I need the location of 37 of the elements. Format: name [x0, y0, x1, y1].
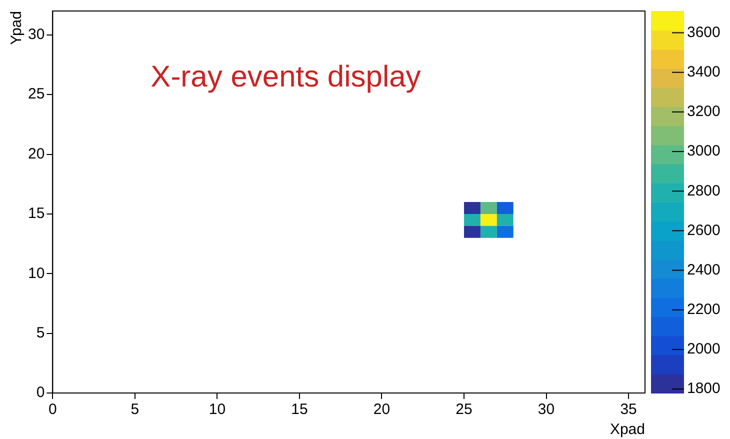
- point: [464, 226, 480, 238]
- point: [480, 202, 497, 214]
- color-bar-label: 3400: [687, 64, 720, 80]
- color-bar-label: 2400: [687, 261, 720, 278]
- y-axis-title: Ypad: [8, 11, 26, 45]
- x-axis-title: Xpad: [610, 421, 645, 438]
- color-bar-label: 2600: [687, 222, 720, 239]
- x-tick-label: 15: [291, 401, 308, 418]
- color-bar-label: 2200: [687, 301, 720, 318]
- color-bar-label: 3200: [687, 103, 720, 120]
- y-tick-label: 25: [28, 86, 45, 103]
- point: [480, 214, 497, 226]
- x-tick-label: 35: [620, 401, 637, 418]
- point: [496, 214, 514, 226]
- x-tick-label: 5: [130, 401, 140, 418]
- point: [480, 226, 497, 238]
- y-tick-label: 10: [28, 264, 45, 282]
- point: [496, 226, 514, 238]
- color-bar-label: 2800: [687, 182, 720, 200]
- color-bar-label: 2000: [687, 340, 720, 358]
- text: X-ray events display: [150, 60, 421, 94]
- x-tick-label: 20: [373, 401, 390, 418]
- x-tick-label: 10: [208, 401, 226, 418]
- color-bar-label: 3600: [687, 24, 720, 41]
- x-tick-label: 30: [538, 401, 555, 418]
- y-tick-label: 20: [28, 145, 45, 162]
- color-bar-label: 1800: [687, 380, 720, 398]
- y-tick-label: 0: [36, 384, 45, 402]
- x-tick-label: 0: [48, 401, 57, 418]
- point: [496, 202, 514, 214]
- y-tick-label: 15: [28, 205, 45, 222]
- y-tick-label: 30: [28, 26, 45, 44]
- color-bar-label: 3000: [687, 142, 720, 160]
- y-tick-label: 5: [36, 324, 45, 342]
- point: [464, 214, 480, 226]
- x-tick-label: 25: [456, 401, 472, 418]
- point: [464, 202, 480, 214]
